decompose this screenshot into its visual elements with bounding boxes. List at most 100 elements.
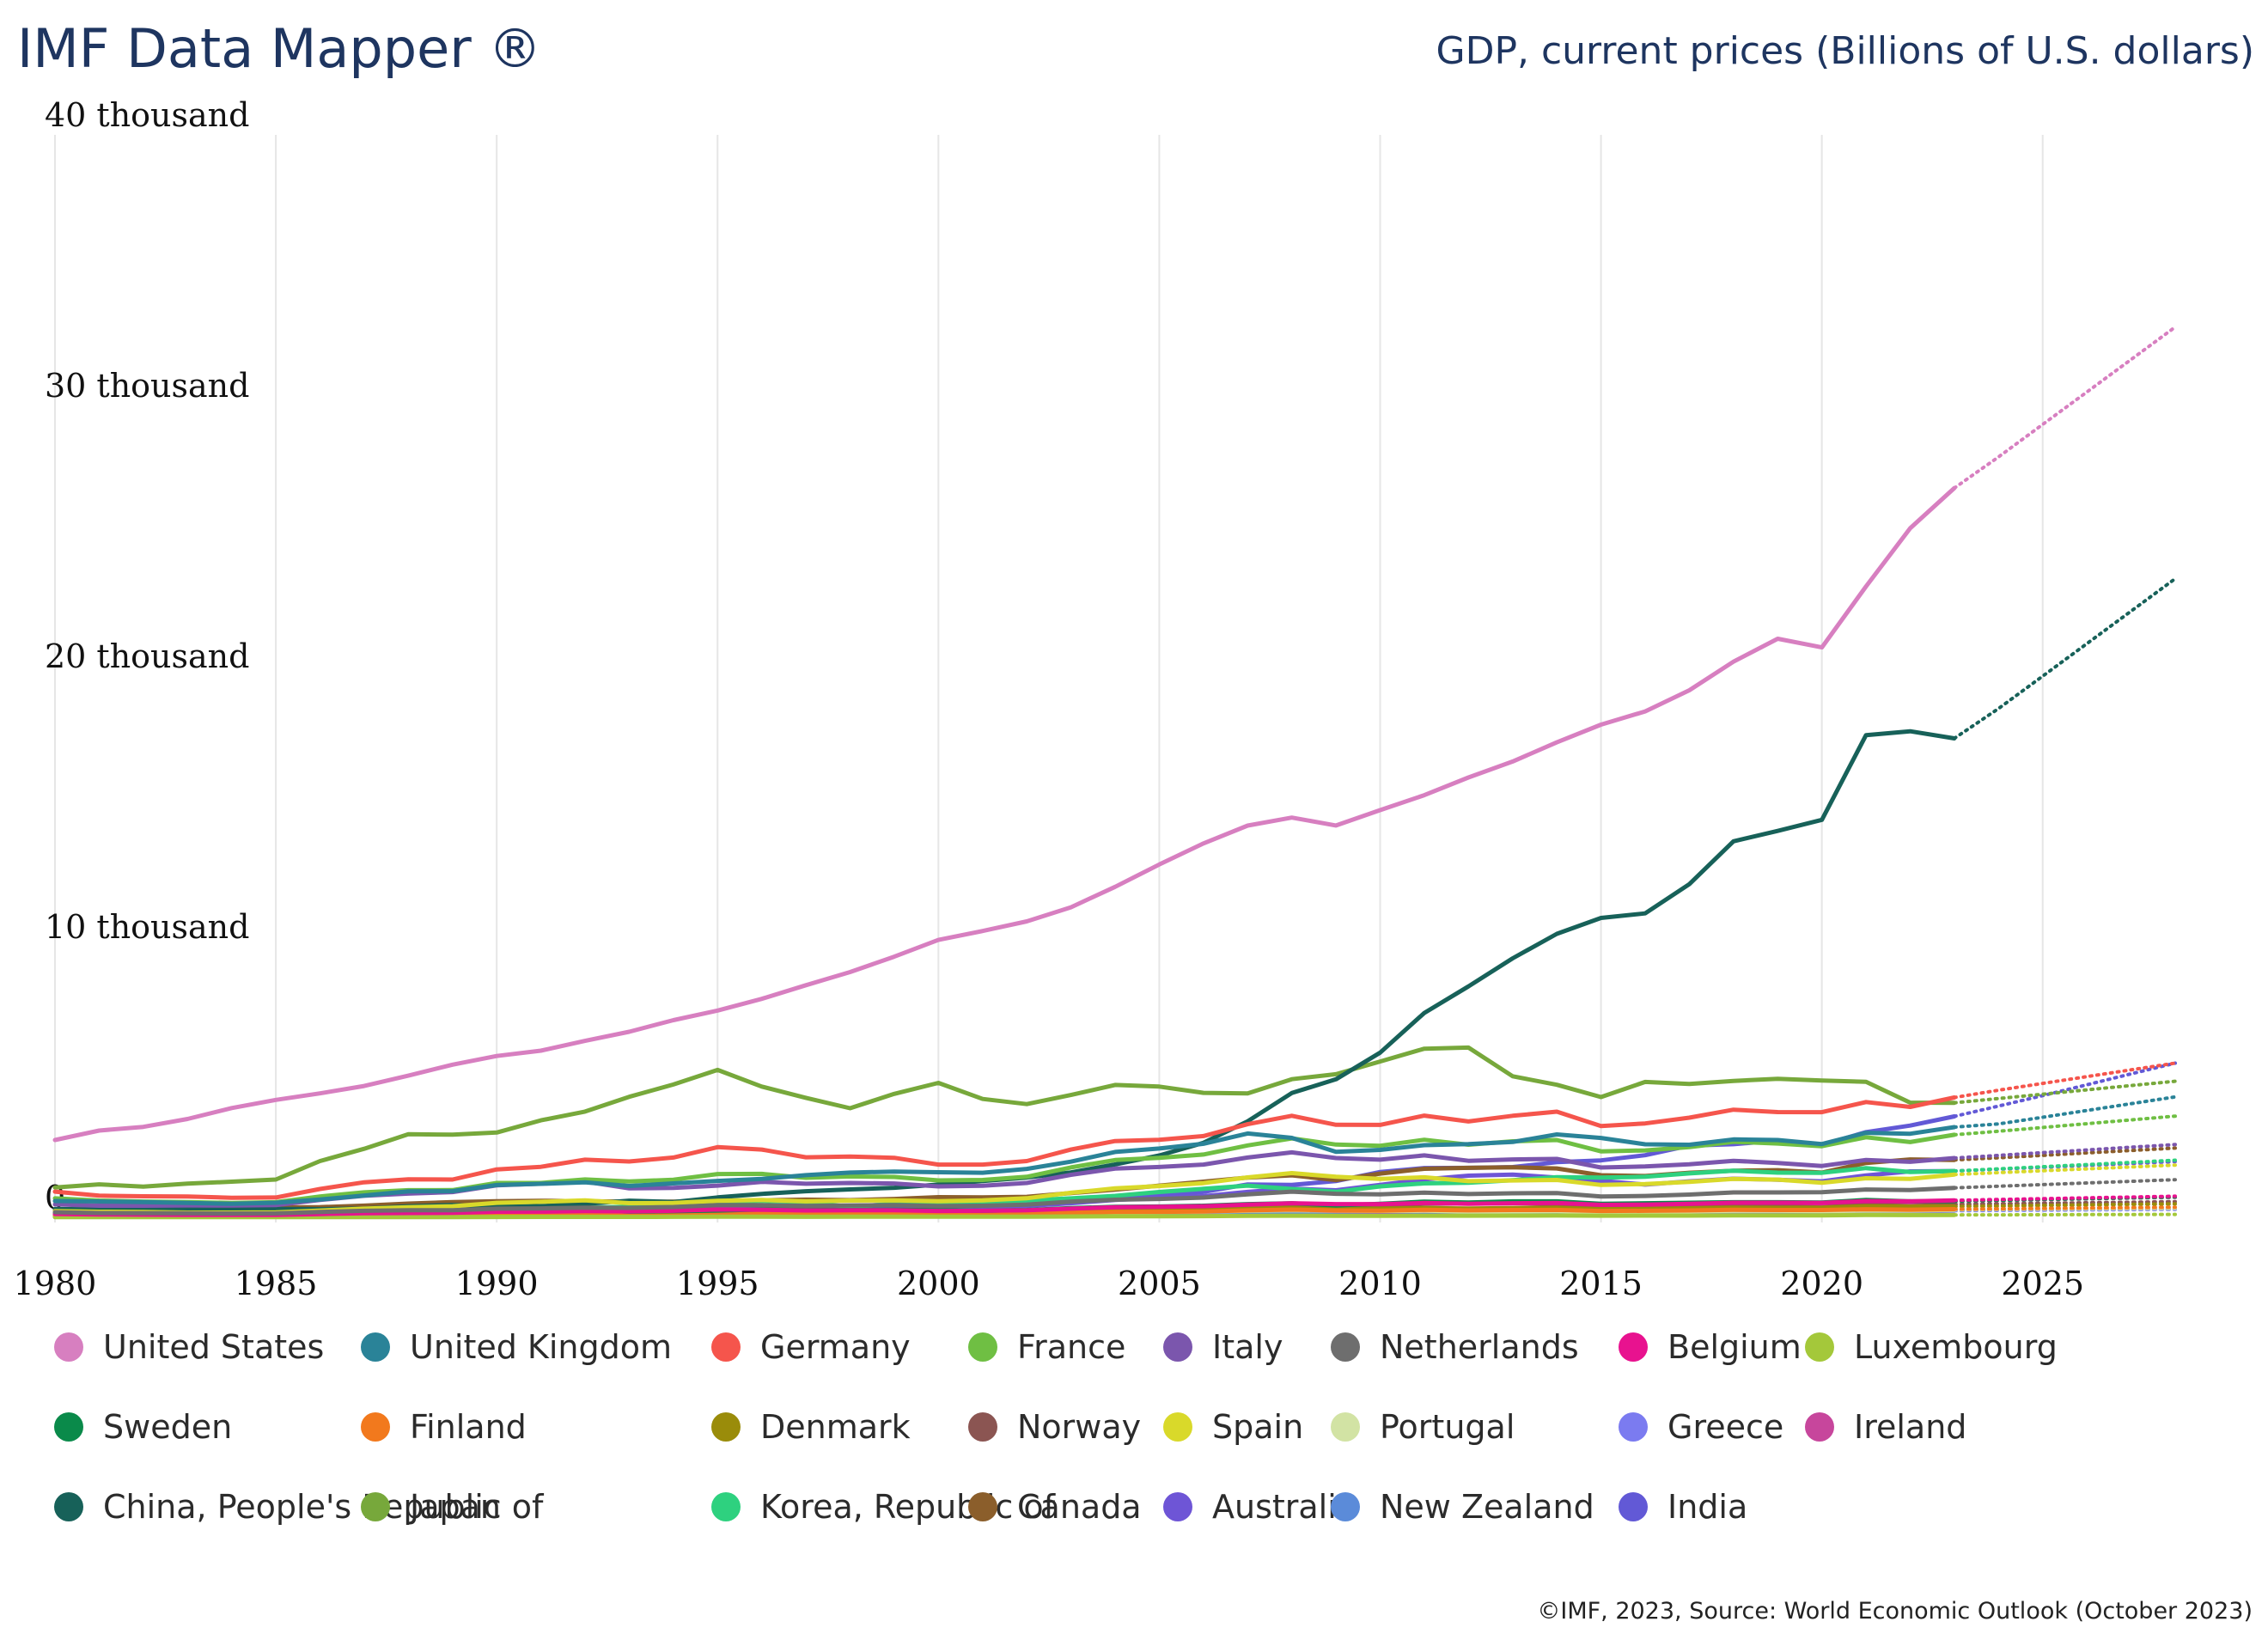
legend-label: Italy (1212, 1328, 1283, 1366)
legend-item-norway[interactable]: Norway (968, 1408, 1141, 1446)
source-note: ©IMF, 2023, Source: World Economic Outlo… (1537, 1598, 2253, 1625)
series-projection-netherlands (1952, 1178, 2177, 1190)
series-projection-norway (1952, 1199, 2177, 1206)
series-projection-united-kingdom (1952, 1094, 2177, 1129)
legend-item-ireland[interactable]: Ireland (1805, 1408, 1966, 1446)
series-line-japan (52, 1045, 1957, 1190)
x-tick-label: 2005 (1118, 1265, 1201, 1302)
legend-marker-icon (711, 1492, 741, 1521)
legend-label: France (1017, 1328, 1125, 1366)
legend-item-india[interactable]: India (1619, 1488, 1747, 1526)
y-tick-label: 10 thousand (45, 908, 249, 946)
legend-item-spain[interactable]: Spain (1163, 1408, 1303, 1446)
legend-label: India (1667, 1488, 1747, 1526)
x-tick-label: 2020 (1780, 1265, 1863, 1302)
series-line-luxembourg (52, 1212, 1957, 1220)
y-tick-label: 30 thousand (45, 367, 249, 405)
x-tick-label: 2025 (2001, 1265, 2084, 1302)
legend-marker-icon (54, 1412, 83, 1442)
legend-item-luxembourg[interactable]: Luxembourg (1805, 1328, 2058, 1366)
legend: United States United Kingdom Germany France… (54, 1328, 2058, 1526)
legend-label: United Kingdom (410, 1328, 672, 1366)
legend-label: Japan (408, 1488, 501, 1526)
series-line-netherlands (52, 1186, 1957, 1216)
x-tick-label: 2000 (897, 1265, 980, 1302)
legend-item-germany[interactable]: Germany (711, 1328, 911, 1366)
legend-marker-icon (1619, 1412, 1648, 1442)
legend-label: Belgium (1667, 1328, 1802, 1366)
x-axis-ticks: 1980 1985 1990 1995 2000 2005 2010 2015 2020 2025 (14, 1265, 2084, 1302)
legend-item-italy[interactable]: Italy (1163, 1328, 1283, 1366)
legend-item-portugal[interactable]: Portugal (1331, 1408, 1515, 1446)
series-projection-spain (1952, 1163, 2177, 1177)
legend-item-china-people-s-republic-of[interactable]: China, People's Republic of (54, 1488, 545, 1526)
legend-item-finland[interactable]: Finland (361, 1408, 527, 1446)
legend-label: Norway (1017, 1408, 1141, 1446)
series-projection-canada (1952, 1146, 2177, 1162)
series-lines (52, 325, 2177, 1220)
legend-marker-icon (1805, 1332, 1834, 1362)
y-tick-label: 20 thousand (45, 637, 249, 675)
series-projection-finland (1952, 1205, 2177, 1211)
legend-label: Spain (1212, 1408, 1303, 1446)
legend-marker-icon (361, 1332, 390, 1362)
series-projection-india (1952, 1061, 2177, 1119)
legend-marker-icon (968, 1492, 997, 1521)
legend-marker-icon (1619, 1332, 1648, 1362)
chart-subtitle: GDP, current prices (Billions of U.S. do… (1436, 29, 2254, 73)
legend-marker-icon (1331, 1332, 1360, 1362)
series-projection-france (1952, 1114, 2177, 1137)
legend-label: Greece (1667, 1408, 1783, 1446)
legend-marker-icon (361, 1492, 390, 1521)
legend-item-france[interactable]: France (968, 1328, 1125, 1366)
legend-item-canada[interactable]: Canada (968, 1488, 1142, 1526)
x-tick-label: 1985 (235, 1265, 318, 1302)
legend-marker-icon (54, 1492, 83, 1521)
legend-marker-icon (1619, 1492, 1648, 1521)
series-line-china-people-s-republic-of (52, 729, 1957, 1212)
legend-marker-icon (711, 1412, 741, 1442)
series-projection-germany (1952, 1061, 2177, 1100)
legend-label: Denmark (760, 1408, 911, 1446)
legend-marker-icon (1331, 1412, 1360, 1442)
legend-item-united-kingdom[interactable]: United Kingdom (361, 1328, 672, 1366)
y-tick-label: 40 thousand (45, 96, 249, 134)
series-projection-italy (1952, 1143, 2177, 1160)
legend-label: Netherlands (1380, 1328, 1579, 1366)
legend-item-greece[interactable]: Greece (1619, 1408, 1783, 1446)
legend-marker-icon (1331, 1492, 1360, 1521)
series-line-belgium (52, 1198, 1957, 1217)
series-projection-united-states (1952, 325, 2177, 491)
legend-item-sweden[interactable]: Sweden (54, 1408, 232, 1446)
legend-label: New Zealand (1380, 1488, 1594, 1526)
legend-item-belgium[interactable]: Belgium (1619, 1328, 1802, 1366)
legend-label: United States (103, 1328, 324, 1366)
legend-marker-icon (54, 1332, 83, 1362)
series-line-germany (52, 1095, 1957, 1200)
legend-label: China, People's Republic of (103, 1488, 545, 1526)
x-tick-label: 2010 (1338, 1265, 1422, 1302)
legend-marker-icon (968, 1412, 997, 1442)
legend-item-japan[interactable]: Japan (361, 1488, 501, 1526)
app-title: IMF Data Mapper ® (17, 17, 542, 80)
legend-item-new-zealand[interactable]: New Zealand (1331, 1488, 1594, 1526)
legend-item-korea-republic-of[interactable]: Korea, Republic of (711, 1488, 1057, 1526)
legend-label: Ireland (1854, 1408, 1966, 1446)
legend-label: Sweden (103, 1408, 232, 1446)
legend-marker-icon (1163, 1492, 1192, 1521)
legend-item-australia[interactable]: Australia (1163, 1488, 1357, 1526)
grid-lines (54, 135, 2044, 1222)
legend-item-united-states[interactable]: United States (54, 1328, 324, 1366)
x-tick-label: 1980 (14, 1265, 97, 1302)
legend-item-netherlands[interactable]: Netherlands (1331, 1328, 1579, 1366)
x-tick-label: 1990 (455, 1265, 539, 1302)
legend-marker-icon (1805, 1412, 1834, 1442)
series-projection-luxembourg (1952, 1212, 2177, 1217)
x-tick-label: 1995 (676, 1265, 759, 1302)
legend-label: Korea, Republic of (760, 1488, 1057, 1526)
series-line-spain (52, 1171, 1957, 1215)
series-line-united-states (52, 485, 1957, 1143)
legend-item-denmark[interactable]: Denmark (711, 1408, 911, 1446)
